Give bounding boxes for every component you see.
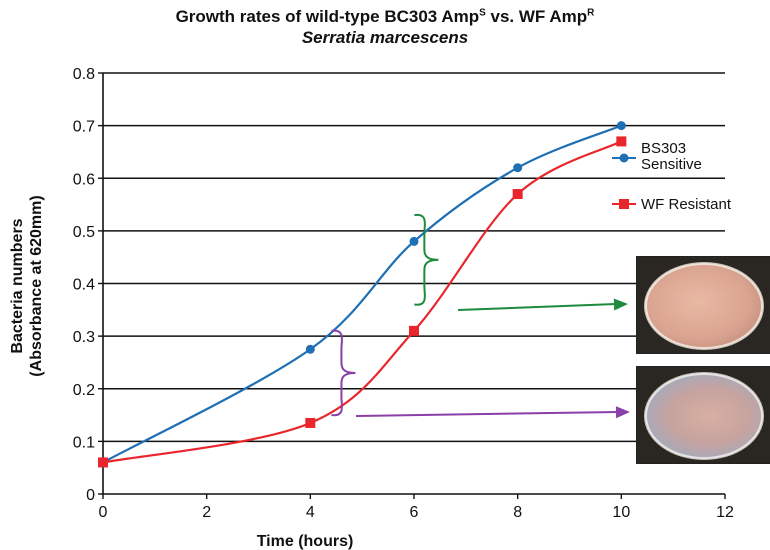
y-tick-label: 0 [86,487,95,504]
agar-plate-photo-bottom [636,366,770,464]
gridlines [103,72,725,443]
title-text-a: Growth rates of wild-type BC303 Amp [175,7,480,26]
legend-label-1: WF Resistant [641,196,732,213]
data-point [513,163,523,173]
y-tick-label: 0.1 [73,434,95,451]
brace-green [414,213,439,306]
agar-plate-photo-top [636,256,770,354]
y-tick-label: 0.5 [73,224,95,241]
y-axis-label: Bacteria numbers (Absorbance at 620mm) [9,195,45,376]
series-line-0 [102,124,622,464]
x-tick-label: 4 [306,504,315,521]
legend-marker-1 [619,199,629,209]
brace-purple [331,329,356,417]
title-superscript-s: S [479,7,486,19]
y-axis-label-line-1: Bacteria numbers [9,218,26,353]
x-tick-label: 10 [612,504,630,521]
x-tick-label: 2 [202,504,211,521]
title-superscript-r: R [587,7,595,19]
x-tick-label: 12 [716,504,734,521]
plate-rim-top [644,262,764,350]
y-tick-label: 0.3 [73,329,95,346]
y-tick-labels: 0 0.1 0.2 0.3 0.4 0.5 0.6 0.7 0.8 [73,66,95,504]
title-line-1: Growth rates of wild-type BC303 AmpS vs.… [0,6,770,27]
x-axis-label: Time (hours) [257,533,354,550]
x-tick-label: 6 [410,504,419,521]
title-text-b: vs. WF Amp [485,7,588,26]
data-point [305,344,315,354]
legend-label-0: BS303 [641,140,686,157]
arrow-purple-shaft [355,411,619,417]
chart-title: Growth rates of wild-type BC303 AmpS vs.… [0,6,770,48]
legend-label-0: Sensitive [641,156,702,173]
data-point [616,136,627,147]
legend-marker-0 [619,153,629,163]
arrow-green-shaft [457,303,617,311]
plate-rim-bottom [644,372,764,460]
data-point [409,236,419,246]
title-line-2: Serratia marcescens [301,28,469,47]
arrow-green-head [613,298,628,311]
x-tick-label: 8 [513,504,522,521]
data-point [305,417,316,428]
data-point [409,325,419,336]
data-point [512,189,523,200]
y-tick-label: 0.4 [73,277,95,294]
y-tick-label: 0.2 [73,382,95,399]
x-tick-labels: 0 2 4 6 8 10 12 [99,504,734,521]
series-lines [98,121,627,468]
data-point [616,121,626,131]
data-point [98,457,108,468]
arrow-purple-head [615,406,630,419]
x-tick-label: 0 [99,504,108,521]
y-tick-label: 0.6 [73,171,95,188]
y-tick-label: 0.7 [73,119,95,136]
y-tick-label: 0.8 [73,66,95,83]
annotations [331,213,630,419]
y-axis-label-line-2: (Absorbance at 620mm) [28,195,45,376]
axes [98,72,726,499]
